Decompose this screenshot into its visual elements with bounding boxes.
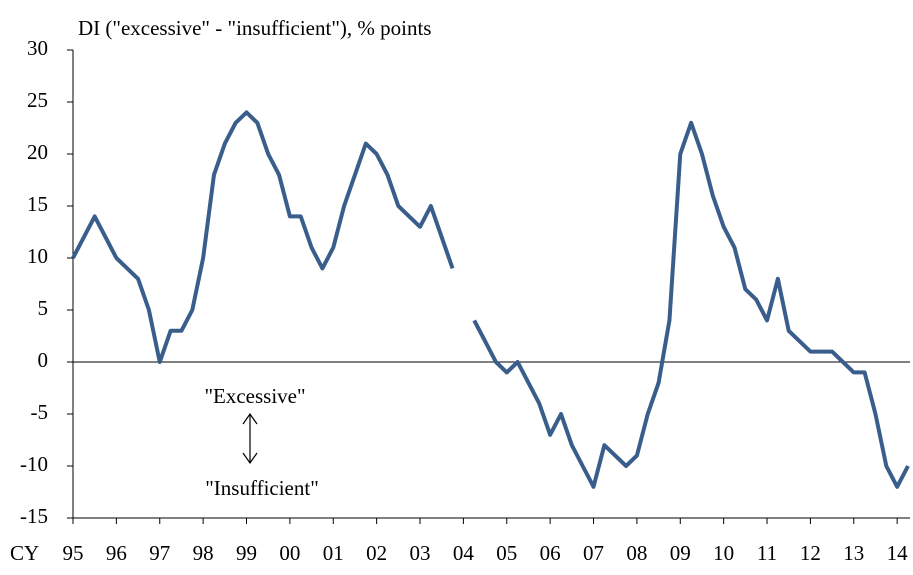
x-tick-label: 06 [540,541,561,565]
x-tick-label: 00 [279,541,300,565]
x-tick-label: 05 [496,541,517,565]
x-tick-label: 99 [236,541,257,565]
y-tick-label: -15 [20,504,48,528]
x-tick-label: 10 [713,541,734,565]
x-tick-label: 96 [106,541,127,565]
axis-title: DI ("excessive" - "insufficient"), % poi… [78,16,431,40]
x-tick-label: 03 [410,541,431,565]
x-tick-label: 09 [670,541,691,565]
y-tick-label: 0 [38,348,49,372]
double-arrow [242,412,258,465]
y-tick-label: 10 [27,244,48,268]
x-tick-label: 02 [366,541,387,565]
x-tick-label: 12 [800,541,821,565]
x-tick-label: 13 [843,541,864,565]
annotation: "Excessive" [204,384,305,408]
x-tick-label: 04 [453,541,475,565]
y-tick-label: 15 [27,192,48,216]
y-tick-label: 5 [38,296,49,320]
x-tick-label: 95 [63,541,84,565]
y-tick-label: 20 [27,140,48,164]
x-tick-label: 14 [887,541,909,565]
y-tick-label: 30 [27,36,48,60]
x-tick-label: 98 [193,541,214,565]
x-tick-label: 11 [757,541,777,565]
line [71,110,910,489]
x-tick-label: 97 [149,541,170,565]
x-tick-label: 08 [626,541,647,565]
x-tick-label: 01 [323,541,344,565]
x-axis-label: CY [10,541,39,565]
x-tick-label: 07 [583,541,604,565]
y-tick-label: -5 [31,400,49,424]
annotation: "Insufficient" [205,476,319,500]
y-tick-label: 25 [27,88,48,112]
y-tick-label: -10 [20,452,48,476]
